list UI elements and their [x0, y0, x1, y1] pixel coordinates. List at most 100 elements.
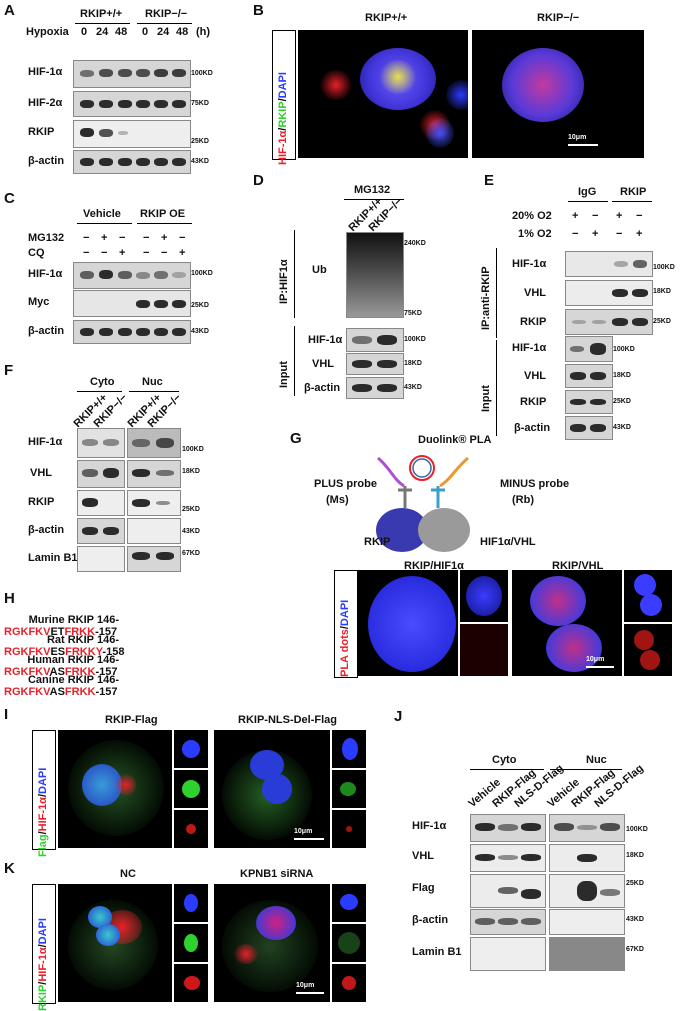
sequence-row: Canine RKIP 146- RGKFKVASFRKK-157: [4, 674, 194, 698]
input-label: Input: [278, 361, 290, 388]
treatment-sign: +: [161, 232, 168, 244]
micrograph-i-flag: [58, 730, 172, 848]
row-label: HIF-1α: [412, 820, 447, 832]
sequence-segment: -158: [102, 646, 125, 658]
row-label: VHL: [30, 467, 52, 479]
treatment-sign: −: [143, 232, 150, 244]
row-label: β-actin: [28, 325, 65, 337]
mw-marker: 43KD: [613, 424, 631, 431]
blot-laminb1-nuc: [127, 546, 181, 572]
row-label: β-actin: [28, 155, 65, 167]
row-label: VHL: [312, 358, 334, 370]
blot-vhl-input: [565, 364, 613, 388]
target1-label: RKIP: [364, 536, 391, 548]
condition-label: 20% O2: [512, 210, 552, 222]
mw-marker: 25KD: [191, 302, 209, 309]
treatment-sign: −: [143, 247, 150, 259]
sequence-segment: FRKK: [64, 666, 96, 678]
unit: (h): [196, 26, 211, 38]
sequence-segment: ES: [50, 646, 66, 658]
blot-bactin: [73, 150, 191, 174]
blot-rkip: [73, 120, 191, 148]
condition-label: Hypoxia: [26, 26, 69, 38]
group-label: RKIP: [620, 186, 647, 198]
row-label: β-actin: [412, 914, 449, 926]
blot-hif1a-cyto: [470, 814, 546, 842]
blot-rkip: [565, 309, 653, 335]
column-label: NC: [120, 868, 136, 880]
panel-letter: C: [4, 190, 15, 207]
treatment-sign: +: [179, 247, 186, 259]
sequence-segment: 146-: [94, 654, 120, 666]
panel-letter: J: [394, 708, 403, 725]
sequence-row: Human RKIP 146- RGKFKVASFRKK-157: [4, 654, 194, 678]
blot-bactin: [73, 320, 191, 344]
blot-laminb1-cyto: [77, 546, 125, 572]
column-label: RKIP−/−: [537, 12, 580, 24]
blot-hif1a: [565, 251, 653, 277]
blot-hif1a: [73, 60, 191, 88]
row-label: HIF-1α: [308, 334, 343, 346]
minus-probe-strand: [439, 456, 469, 488]
micrograph-g-hif1a-dapi: [460, 570, 508, 622]
blot-hif2a: [73, 91, 191, 117]
column-label: RKIP/VHL: [552, 560, 604, 572]
input-label: Input: [480, 385, 492, 412]
mw-marker: 100KD: [182, 446, 204, 453]
mw-marker: 100KD: [653, 264, 675, 271]
mw-marker: 67KD: [182, 550, 200, 557]
column-label: RKIP-NLS-Del-Flag: [238, 714, 337, 726]
treatment-sign: −: [179, 232, 186, 244]
plus-antibody: [398, 486, 412, 508]
group-label: Vehicle: [83, 208, 121, 220]
timepoint: 48: [176, 26, 189, 38]
stain-label-box: PLA dots/DAPI: [334, 570, 358, 678]
row-label: HIF-1α: [28, 436, 63, 448]
micrograph-k-sirna-red: [332, 964, 366, 1002]
sequence-row: Rat RKIP 146- RGKFKVESFRKKY-158: [4, 634, 194, 658]
blot-vhl-cyto: [470, 844, 546, 872]
blot-hif1a: [346, 328, 404, 352]
micrograph-b-wt: [298, 30, 468, 158]
sequence-row: Murine RKIP 146- RGKFKVETFRKK-157: [4, 614, 194, 638]
mw-marker: 43KD: [191, 328, 209, 335]
mw-marker: 43KD: [182, 528, 200, 535]
timepoint: 0: [81, 26, 88, 38]
sequence-segment: 146-: [94, 614, 120, 626]
condition-sign: +: [592, 228, 599, 240]
mw-marker: 18KD: [182, 468, 200, 475]
mw-marker: 43KD: [626, 916, 644, 923]
row-label: HIF-1α: [512, 342, 547, 354]
row-label: VHL: [524, 370, 546, 382]
mw-marker: 25KD: [653, 318, 671, 325]
mw-marker: 100KD: [191, 270, 213, 277]
blot-vhl-nuc: [549, 844, 625, 872]
treatment-label: CQ: [28, 247, 45, 259]
treatment-label: MG132: [354, 184, 391, 196]
panel-letter: E: [484, 172, 495, 189]
micrograph-g-hif1a: [358, 570, 458, 676]
blot-bactin-nuc: [127, 518, 181, 544]
mw-marker: 75KD: [191, 100, 209, 107]
group-label: RKIP−/−: [145, 8, 188, 20]
condition-sign: −: [636, 210, 643, 222]
sequence-segment: RGKFKV: [4, 666, 50, 678]
mw-marker: 18KD: [404, 360, 422, 367]
micrograph-i-nlsdel-dapi: [332, 730, 366, 768]
treatment-sign: −: [83, 247, 90, 259]
hif1a-vhl-protein: [418, 508, 470, 552]
blot-vhl-cyto: [77, 460, 125, 488]
sequence-segment: AS: [49, 686, 65, 698]
row-label: VHL: [412, 850, 434, 862]
mw-marker: 240KD: [404, 240, 426, 247]
blot-flag-cyto: [470, 874, 546, 908]
sequence-segment: RGKFKV: [4, 686, 50, 698]
treatment-label: MG132: [28, 232, 65, 244]
row-label: VHL: [524, 287, 546, 299]
micrograph-i-nlsdel-red: [332, 810, 366, 848]
blot-vhl: [565, 280, 653, 306]
blot-myc: [73, 290, 191, 317]
group-label: RKIP OE: [140, 208, 186, 220]
panel-letter: F: [4, 362, 14, 379]
panel-letter: I: [4, 706, 9, 723]
